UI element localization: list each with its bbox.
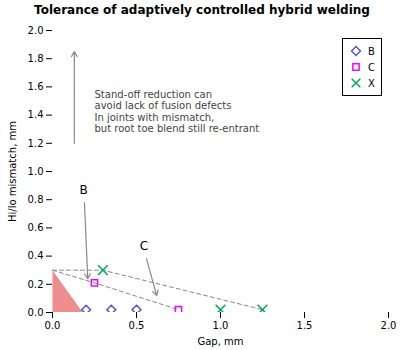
- svg-text:C: C: [140, 239, 148, 253]
- svg-text:Hi/lo mismatch, mm: Hi/lo mismatch, mm: [7, 121, 18, 222]
- svg-text:2.0: 2.0: [381, 320, 397, 331]
- svg-text:0.4: 0.4: [28, 250, 44, 261]
- svg-text:0.8: 0.8: [28, 194, 44, 205]
- svg-text:0.5: 0.5: [129, 320, 145, 331]
- svg-text:1.0: 1.0: [28, 166, 44, 177]
- svg-text:1.5: 1.5: [297, 320, 313, 331]
- svg-text:0.6: 0.6: [28, 222, 44, 233]
- svg-text:0.0: 0.0: [45, 320, 61, 331]
- html-text:Tolerance of adaptively contro: Tolerance of adaptively controlled hybri…: [34, 3, 370, 17]
- html-text:B: B: [368, 45, 375, 57]
- svg-text:1.4: 1.4: [28, 109, 44, 120]
- html-text:X: X: [368, 77, 375, 89]
- svg-text:1.0: 1.0: [213, 320, 229, 331]
- svg-text:Stand-off reduction canavoid l: Stand-off reduction canavoid lack of fus…: [95, 89, 260, 135]
- svg-text:0.0: 0.0: [28, 307, 44, 318]
- svg-text:Gap, mm: Gap, mm: [197, 336, 243, 347]
- svg-text:2.0: 2.0: [28, 25, 44, 36]
- svg-text:1.6: 1.6: [28, 81, 44, 92]
- svg-text:0.2: 0.2: [28, 279, 44, 290]
- html-text:C: C: [368, 61, 375, 73]
- svg-text:1.2: 1.2: [28, 138, 44, 149]
- svg-text:1.8: 1.8: [28, 53, 44, 64]
- svg-text:B: B: [79, 183, 87, 197]
